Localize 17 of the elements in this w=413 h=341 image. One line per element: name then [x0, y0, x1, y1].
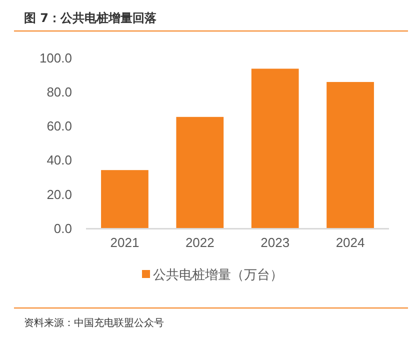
bar — [101, 170, 148, 229]
x-tick-label: 2021 — [110, 234, 140, 250]
y-tick-label: 40.0 — [46, 152, 72, 168]
text: 资料来源：中国充电联盟公众号 — [24, 317, 164, 329]
x-tick-label: 2023 — [260, 234, 290, 250]
bar — [326, 82, 374, 229]
y-tick-label: 60.0 — [46, 118, 72, 134]
x-tick-label: 2024 — [336, 234, 365, 250]
y-tick-label: 80.0 — [46, 84, 72, 100]
x-tick-label: 2022 — [185, 234, 214, 250]
chart-title: 图 7：公共电桩增量回落 — [24, 11, 158, 25]
y-tick-label: 20.0 — [46, 186, 72, 202]
y-tick-label: 0.0 — [54, 220, 72, 236]
bar — [251, 68, 299, 229]
legend-label: 公共电桩增量（万台） — [153, 268, 283, 283]
bar — [176, 116, 224, 229]
y-tick-label: 100.0 — [39, 50, 72, 66]
